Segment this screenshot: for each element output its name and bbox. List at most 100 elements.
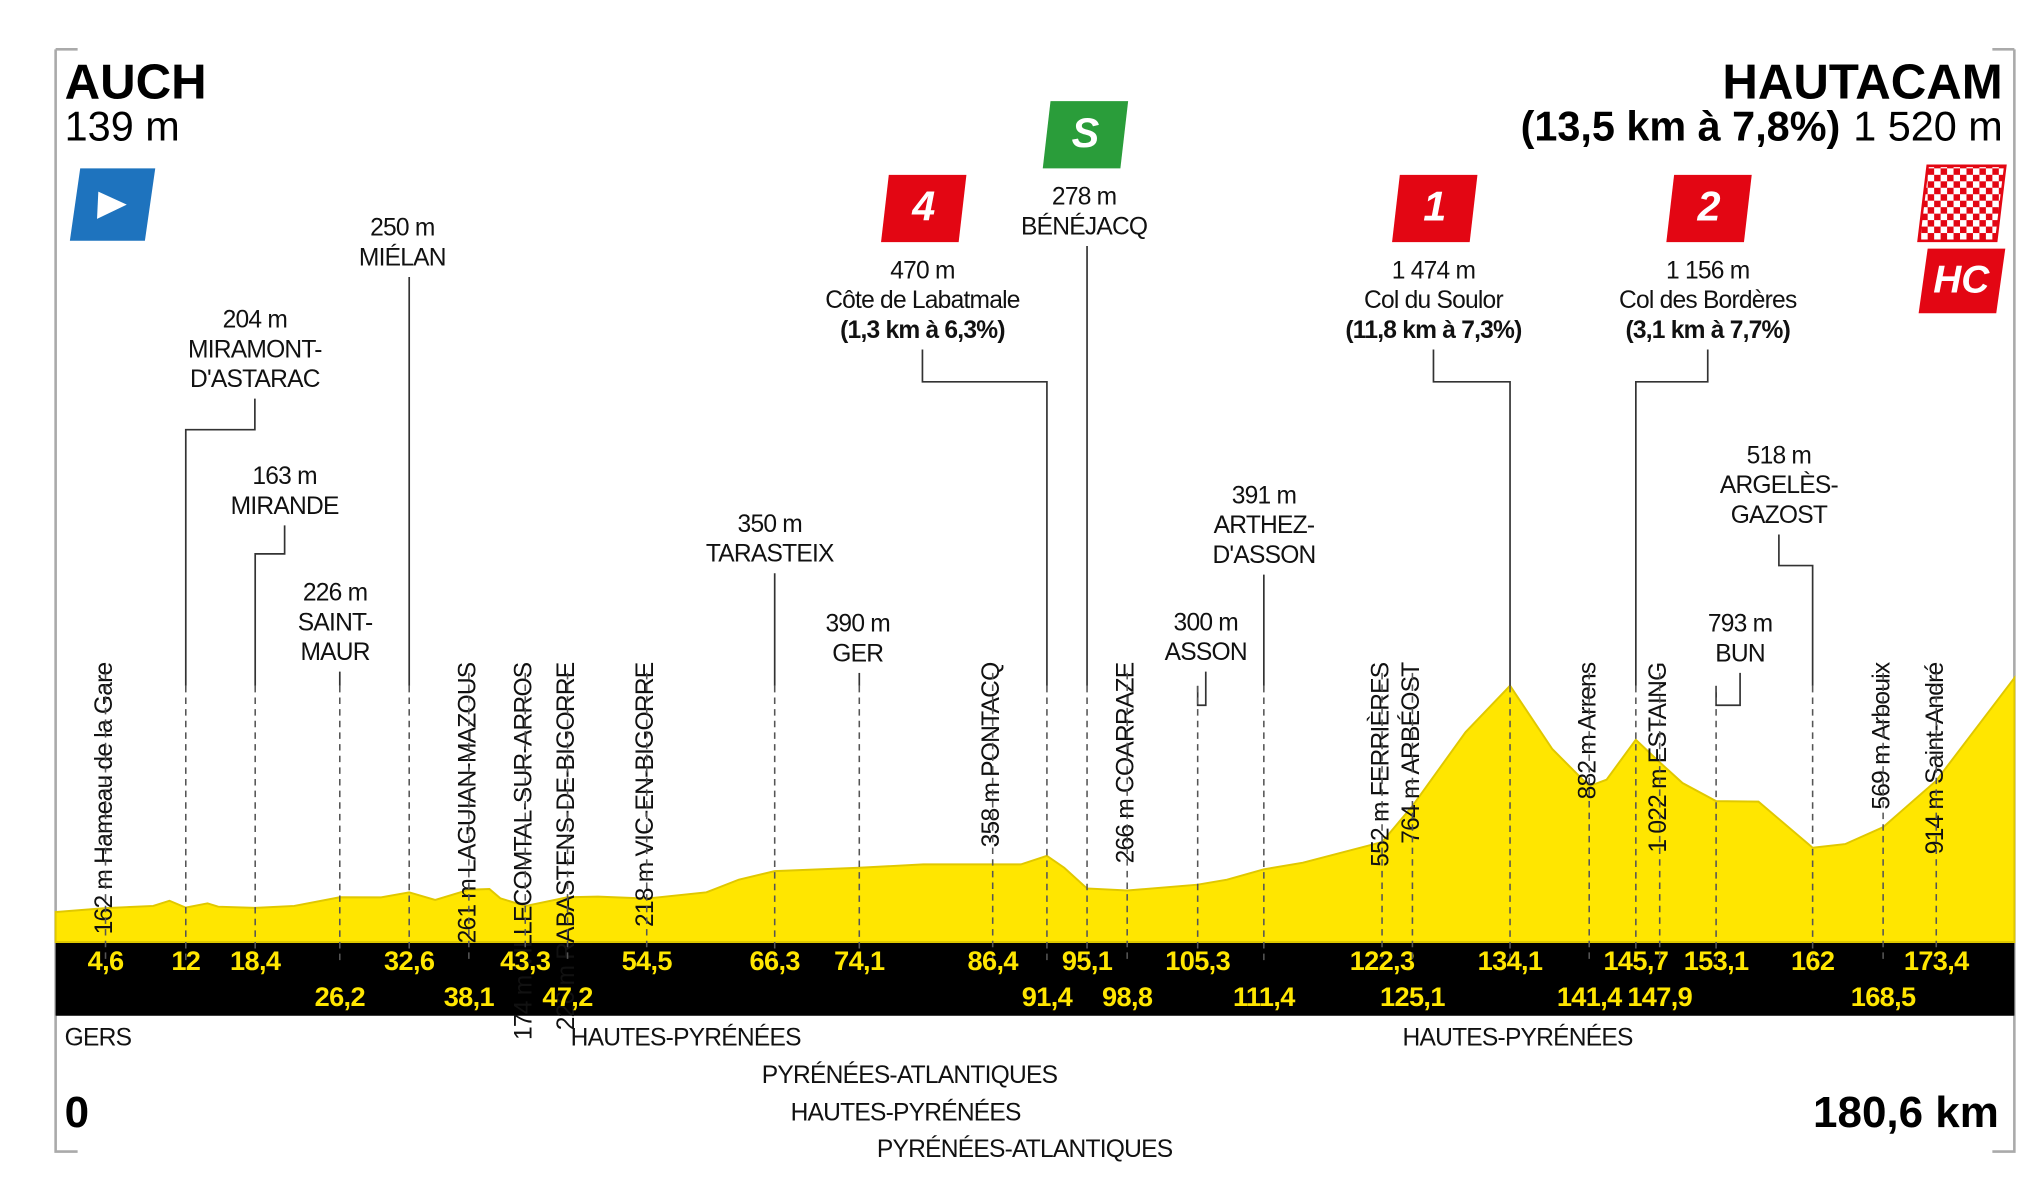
department: GERS <box>65 1025 132 1052</box>
climb-badge-label: 1 <box>1423 184 1446 230</box>
finish-climb: (13,5 km à 7,8%) <box>1521 103 1841 149</box>
station-label: 391 m <box>1232 482 1296 509</box>
km-label: 145,7 <box>1603 945 1668 976</box>
station-label: 226 m RABASTENS-DE-BIGORRE <box>553 662 580 1030</box>
leader-line <box>1635 349 1709 686</box>
km-label: 162 <box>1791 945 1835 976</box>
station-label: Côte de Labatmale <box>825 287 1020 314</box>
leader-line <box>254 525 286 686</box>
km-label: 134,1 <box>1478 945 1543 976</box>
finish-flag <box>1917 164 2007 243</box>
station-label: ARTHEZ- <box>1214 512 1315 539</box>
department: HAUTES-PYRÉNÉES <box>791 1100 1021 1127</box>
leader-line <box>1778 534 1814 686</box>
elevation-profile <box>54 675 2016 943</box>
station-label: (11,8 km à 7,3%) <box>1345 317 1521 344</box>
climb-badge <box>881 174 967 243</box>
station-label: 1 474 m <box>1392 257 1475 284</box>
station-label: D'ASTARAC <box>190 366 320 393</box>
km-label: 66,3 <box>750 945 801 976</box>
station-label: 300 m <box>1174 609 1238 636</box>
km-label: 147,9 <box>1627 981 1692 1012</box>
km-label: 98,8 <box>1102 981 1153 1012</box>
leader-line <box>1715 672 1741 707</box>
station-label: (1,3 km à 6,3%) <box>840 317 1005 344</box>
x-tick-label: 180,6 km <box>1813 1088 1999 1137</box>
department: PYRÉNÉES-ATLANTIQUES <box>762 1062 1058 1089</box>
leader-line <box>1432 349 1511 686</box>
km-label: 153,1 <box>1684 945 1749 976</box>
station-label: 390 m <box>826 611 890 638</box>
station-label: BÉNÉJACQ <box>1021 213 1147 240</box>
km-label: 91,4 <box>1022 981 1073 1012</box>
station-label: 882 m Arrens <box>1575 662 1602 799</box>
department: HAUTES-PYRÉNÉES <box>1403 1025 1633 1052</box>
station-label: 162 m Hameau de la Gare <box>91 662 118 934</box>
station-label: ASSON <box>1165 639 1247 666</box>
station-label: GAZOST <box>1731 502 1828 529</box>
km-band <box>55 942 2015 1016</box>
km-label: 141,4 <box>1557 981 1622 1012</box>
km-label: 4,6 <box>88 945 124 976</box>
km-label: 32,6 <box>384 945 435 976</box>
station-label: 552 m FERRIÈRES <box>1368 662 1395 867</box>
station-label: 163 m <box>252 463 316 490</box>
start-name: AUCH <box>65 55 207 110</box>
department: PYRÉNÉES-ATLANTIQUES <box>877 1136 1173 1163</box>
station-label: (3,1 km à 7,7%) <box>1625 317 1790 344</box>
station-label: 569 m Arbouix <box>1869 661 1896 810</box>
station-label: 358 m PONTACQ <box>978 663 1005 848</box>
station-label: D'ASSON <box>1212 542 1315 569</box>
climb-badge <box>1392 174 1478 243</box>
station-label: MIRAMONT- <box>188 336 322 363</box>
climb-badge-label: 4 <box>911 184 935 230</box>
station-label: MIÉLAN <box>359 244 446 271</box>
station-label: SAINT- <box>298 609 373 636</box>
department: HAUTES-PYRÉNÉES <box>571 1025 801 1052</box>
climb-badge-label: 2 <box>1697 184 1721 230</box>
station-label: ARGELÈS- <box>1720 472 1839 499</box>
station-label: 266 m COARRAZE <box>1113 662 1140 863</box>
station-label: 350 m <box>738 511 802 538</box>
km-label: 111,4 <box>1233 981 1295 1012</box>
hc-badge <box>1918 248 2006 314</box>
km-label: 43,3 <box>500 945 551 976</box>
station-label: 764 m ARBÉOST <box>1398 662 1425 844</box>
station-label: GER <box>832 640 883 667</box>
station-label: 1 022 m ESTAING <box>1645 663 1672 853</box>
station-label: 793 m <box>1708 611 1772 638</box>
km-label: 173,4 <box>1904 945 1969 976</box>
station-label: MIRANDE <box>231 493 339 520</box>
km-label: 168,5 <box>1851 981 1916 1012</box>
finish-elevation: 1 520 m <box>1853 103 2003 149</box>
start-flag <box>69 168 156 241</box>
station-label: 204 m <box>223 307 287 334</box>
station-label: Col du Soulor <box>1364 287 1503 314</box>
km-label: 12 <box>171 945 200 976</box>
climb-badge <box>1666 174 1752 243</box>
km-label: 105,3 <box>1165 945 1230 976</box>
station-label: 226 m <box>303 579 367 606</box>
km-label: 38,1 <box>444 981 495 1012</box>
station-label: TARASTEIX <box>706 541 834 568</box>
station-label: 278 m <box>1052 184 1116 211</box>
km-label: 26,2 <box>315 981 366 1012</box>
km-label: 74,1 <box>834 945 885 976</box>
x-tick-label: 0 <box>65 1088 89 1137</box>
station-label: BUN <box>1715 640 1765 667</box>
station-label: 470 m <box>890 257 954 284</box>
leader-line <box>184 398 256 686</box>
km-label: 18,4 <box>230 945 281 976</box>
station-label: 250 m <box>370 215 434 242</box>
station-label: 914 m Saint-André <box>1922 662 1949 854</box>
climb-badge <box>1042 101 1129 169</box>
start-elevation: 139 m <box>65 103 180 149</box>
climb-badge-label: S <box>1072 110 1100 156</box>
leader-line <box>1196 671 1207 707</box>
km-label: 125,1 <box>1380 981 1445 1012</box>
station-label: 518 m <box>1747 442 1811 469</box>
frame <box>54 48 2016 1153</box>
leader-line <box>921 349 1048 686</box>
